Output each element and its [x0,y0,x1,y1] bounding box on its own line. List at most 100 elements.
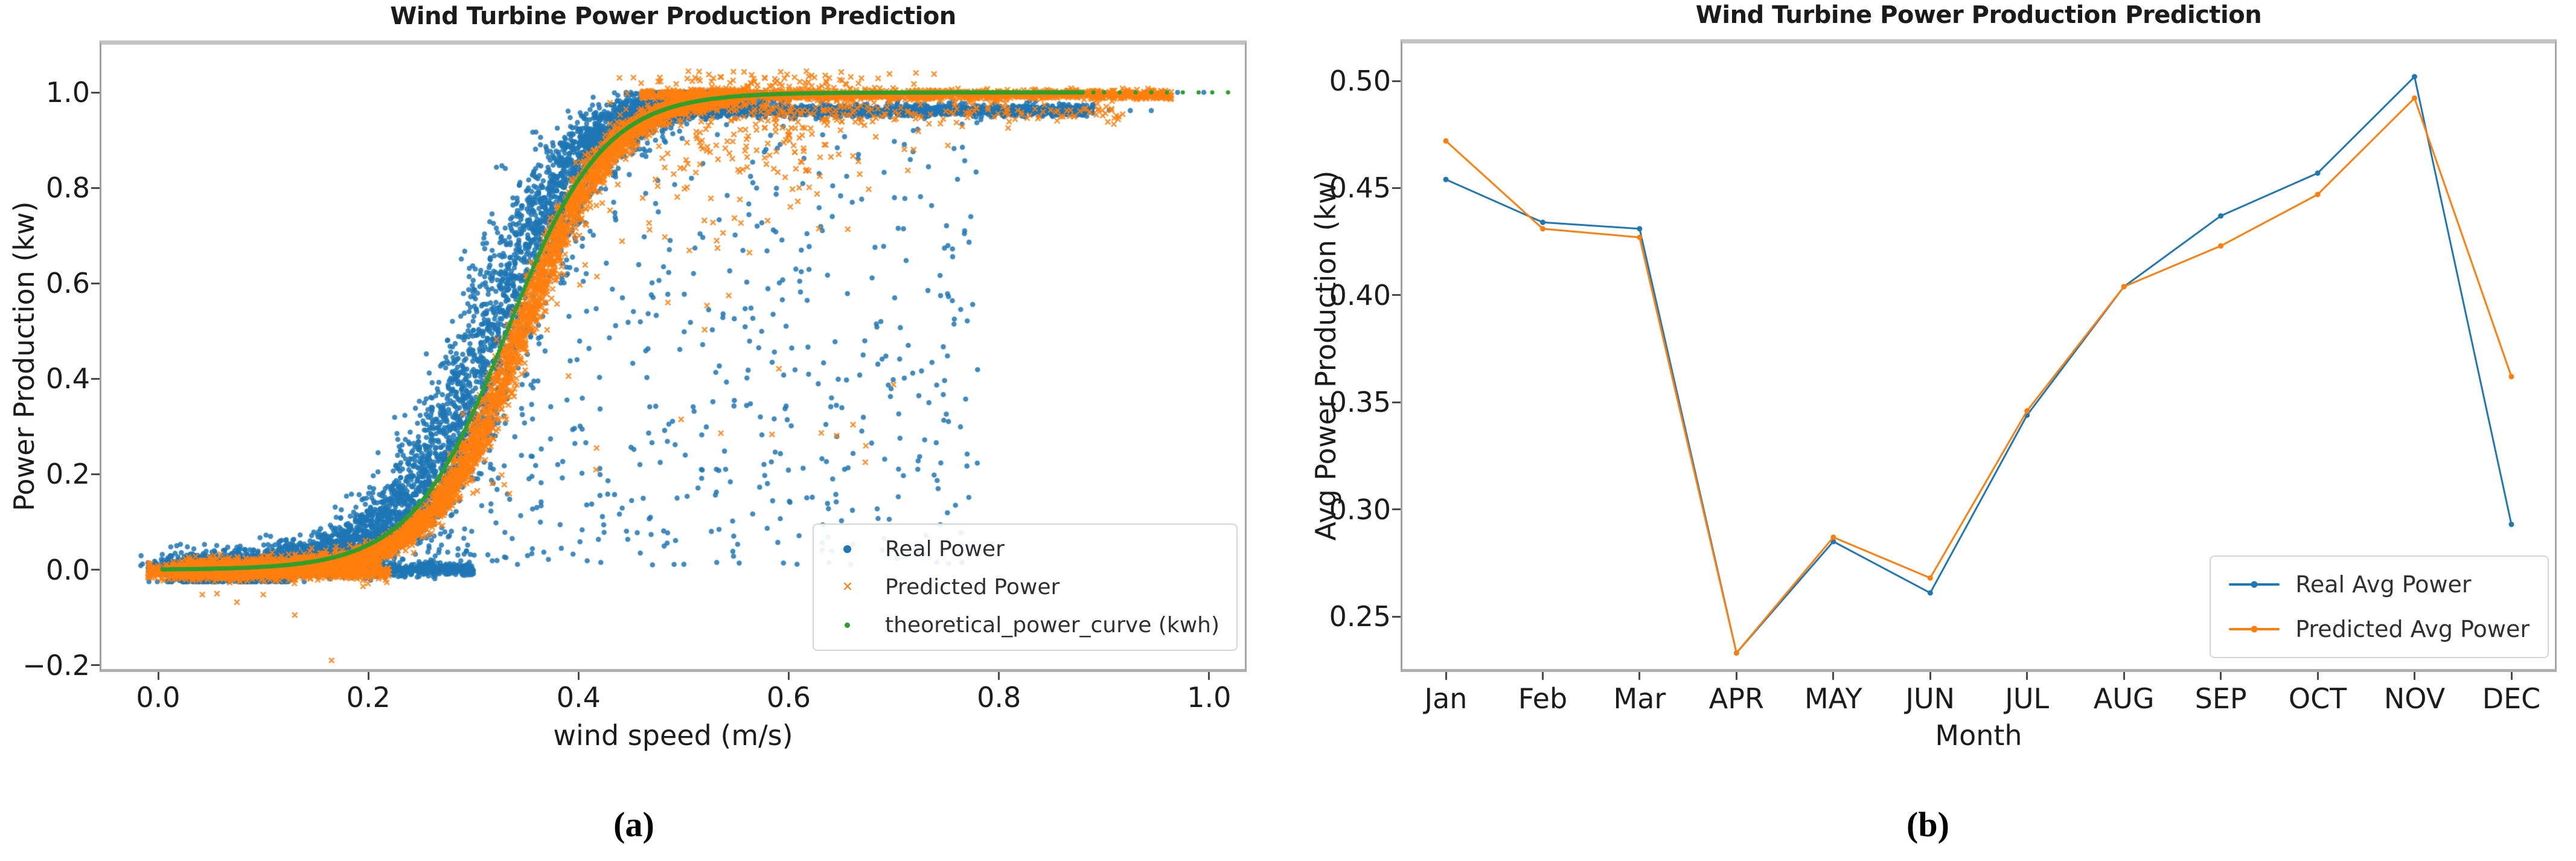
y-tick-label: 1.0 [45,76,90,109]
x-tick-label: NOV [2383,682,2446,715]
data-point-marker [2508,522,2514,527]
data-point-marker [1540,226,1545,232]
x-tick-label: Mar [1613,682,1666,715]
data-point-marker [1927,590,1933,596]
x-tick-label: 0.0 [136,681,181,714]
x-tick-label: 0.8 [977,681,1021,714]
x-tick-label: JUL [2005,682,2050,715]
x-tick-mark [2220,672,2222,680]
y-tick-label: 0.4 [45,362,90,395]
x-tick-label: APR [1708,682,1764,715]
data-point-marker [2218,213,2224,219]
legend-item: Real Power [831,537,1219,562]
legend-line-swatch [2229,626,2280,633]
x-tick-mark [787,672,790,680]
y-tick-label: 0.25 [1329,600,1391,633]
y-tick-mark [1392,615,1401,618]
data-point-marker [1927,575,1933,581]
data-point-marker [2218,243,2224,249]
data-point-marker [2315,191,2321,197]
x-tick-mark [2414,672,2416,680]
data-point-marker [1443,138,1449,144]
chart-a-xaxis-label: wind speed (m/s) [553,719,793,752]
x-tick-label: 0.2 [346,681,391,714]
legend-line-dot-icon [2251,626,2258,633]
x-tick-mark [1445,672,1447,680]
x-tick-label: 1.0 [1187,681,1232,714]
chart-a-title: Wind Turbine Power Production Prediction [390,2,956,30]
legend-item: Real Avg Power [2229,571,2530,598]
chart-b-line-plot [1443,74,2514,656]
y-tick-label: 0.0 [45,553,90,586]
x-tick-label: OCT [2288,682,2347,715]
y-tick-mark [91,377,100,380]
chart-b-plot-area: Real Avg Power Predicted Avg Power [1401,39,2557,672]
legend-circle-swatch [843,545,852,553]
x-tick-label: 0.4 [556,681,601,714]
x-tick-mark [1208,672,1210,680]
x-tick-label: JUN [1905,682,1955,715]
data-point-marker [2508,374,2514,380]
y-tick-label: 0.40 [1329,278,1391,312]
line-series-1 [1445,96,2513,655]
y-tick-mark [91,569,100,571]
y-tick-label: 0.30 [1329,493,1391,526]
legend-label: Predicted Avg Power [2295,616,2530,642]
x-tick-mark [2510,672,2513,680]
y-tick-label: 0.35 [1329,386,1391,419]
x-tick-label: Feb [1518,682,1568,715]
data-point-marker [1637,234,1643,240]
x-tick-mark [1735,672,1737,680]
legend-dot-swatch [845,623,851,628]
legend-line-dot-icon [2251,581,2258,588]
chart-b-yaxis-label: Avg Power Production (kw) [1309,170,1342,541]
y-tick-mark [1392,401,1401,403]
legend-item: theoretical_power_curve (kwh) [831,613,1219,638]
y-tick-label: −0.2 [22,648,90,682]
x-tick-label: Jan [1424,682,1468,715]
dot-marker-icon [831,623,865,628]
y-tick-label: 0.50 [1329,65,1391,98]
y-tick-mark [91,473,100,475]
x-tick-mark [1638,672,1641,680]
chart-a-plot-area: Real Power ✕ Predicted Power theoretical_po… [100,40,1247,672]
y-tick-mark [91,91,100,94]
chart-b-caption: (b) [1906,805,1949,844]
x-marker-icon: ✕ [831,579,865,595]
x-tick-mark [577,672,580,680]
data-point-marker [2121,284,2127,290]
legend-label: theoretical_power_curve (kwh) [884,613,1219,638]
x-tick-label: SEP [2194,682,2247,715]
data-point-marker [1830,534,1836,540]
x-tick-mark [998,672,1000,680]
y-tick-mark [1392,294,1401,296]
x-tick-mark [157,672,159,680]
line-series-0 [1445,75,2513,655]
x-tick-mark [1929,672,1931,680]
legend-x-swatch: ✕ [842,579,854,595]
chart-b-title: Wind Turbine Power Production Prediction [1695,1,2262,29]
y-tick-label: 0.8 [45,171,90,205]
x-tick-mark [367,672,369,680]
data-point-marker [1443,176,1449,182]
legend-label: Real Power [884,537,1005,562]
x-tick-mark [1832,672,1835,680]
chart-a-caption: (a) [613,805,654,844]
x-tick-mark [1541,672,1544,680]
y-tick-label: 0.6 [45,267,90,300]
x-tick-label: AUG [2093,682,2155,715]
y-tick-mark [1392,80,1401,82]
x-tick-mark [2026,672,2028,680]
y-tick-label: 0.2 [45,458,90,491]
y-tick-mark [1392,187,1401,189]
chart-b-xaxis-label: Month [1935,719,2022,752]
legend-item: ✕ Predicted Power [831,575,1219,600]
data-point-marker [1637,226,1643,232]
data-point-marker [2412,74,2417,80]
x-tick-mark [2316,672,2319,680]
y-tick-label: 0.45 [1329,171,1391,205]
x-tick-mark [2123,672,2125,680]
chart-a-legend: Real Power ✕ Predicted Power theoretical_po… [812,523,1238,651]
y-tick-mark [91,187,100,189]
legend-label: Predicted Power [884,575,1060,600]
